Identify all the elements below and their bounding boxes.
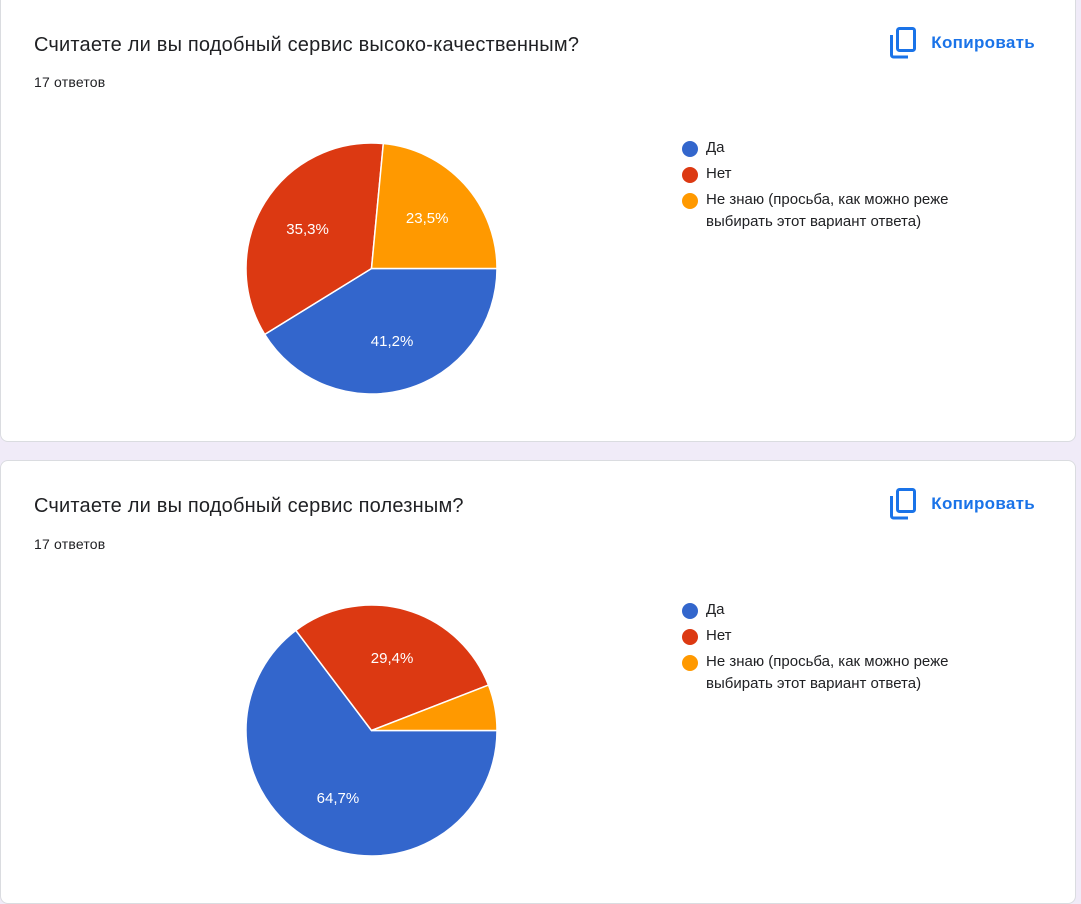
legend-item: Нет (682, 627, 986, 647)
response-count: 17 ответов (34, 536, 106, 552)
legend-swatch (682, 167, 698, 183)
question-title: Считаете ли вы подобный сервис полезным? (34, 495, 464, 517)
legend-item: Не знаю (просьба, как можно реже выбират… (682, 191, 986, 233)
pie-slice (263, 267, 498, 395)
legend-label: Да (706, 139, 725, 156)
legend-swatch (682, 655, 698, 671)
pie-chart: 64,7% 29,4% (245, 604, 498, 857)
legend-label: Не знаю (просьба, как можно реже выбират… (706, 191, 949, 230)
pie-chart: 41,2% 35,3% 23,5% (245, 142, 498, 395)
legend-swatch (682, 193, 698, 209)
copy-icon (889, 488, 917, 520)
slice-label: 41,2% (371, 333, 414, 350)
slice-label: 29,4% (371, 650, 414, 667)
legend-label: Не знаю (просьба, как можно реже выбират… (706, 653, 949, 692)
legend-swatch (682, 603, 698, 619)
legend-label: Нет (706, 627, 732, 644)
copy-button[interactable]: Копировать (889, 488, 1035, 520)
pie-slice (294, 604, 490, 732)
legend-item: Нет (682, 165, 986, 185)
legend-item: Не знаю (просьба, как можно реже выбират… (682, 653, 986, 695)
slice-label: 35,3% (286, 221, 329, 238)
legend-label: Да (706, 601, 725, 618)
legend-item: Да (682, 139, 986, 159)
question-card: Считаете ли вы подобный сервис полезным?… (0, 460, 1076, 904)
legend-item: Да (682, 601, 986, 621)
legend-swatch (682, 629, 698, 645)
legend-swatch (682, 141, 698, 157)
copy-icon (889, 27, 917, 59)
question-title: Считаете ли вы подобный сервис высоко-ка… (34, 34, 580, 56)
response-count: 17 ответов (34, 74, 106, 90)
pie-slice (245, 142, 385, 336)
pie-slice (245, 629, 498, 857)
copy-label: Копировать (931, 33, 1035, 52)
question-card: Считаете ли вы подобный сервис высоко-ка… (0, 0, 1076, 442)
legend-label: Нет (706, 165, 732, 182)
copy-button[interactable]: Копировать (889, 27, 1035, 59)
slice-label: 23,5% (406, 210, 449, 227)
slice-label: 64,7% (317, 790, 360, 807)
chart-legend: Да Нет Не знаю (просьба, как можно реже вы… (682, 601, 986, 702)
copy-label: Копировать (931, 494, 1035, 513)
pie-slice (370, 142, 498, 270)
chart-legend: Да Нет Не знаю (просьба, как можно реже вы… (682, 139, 986, 240)
pie-slice (371, 684, 498, 732)
